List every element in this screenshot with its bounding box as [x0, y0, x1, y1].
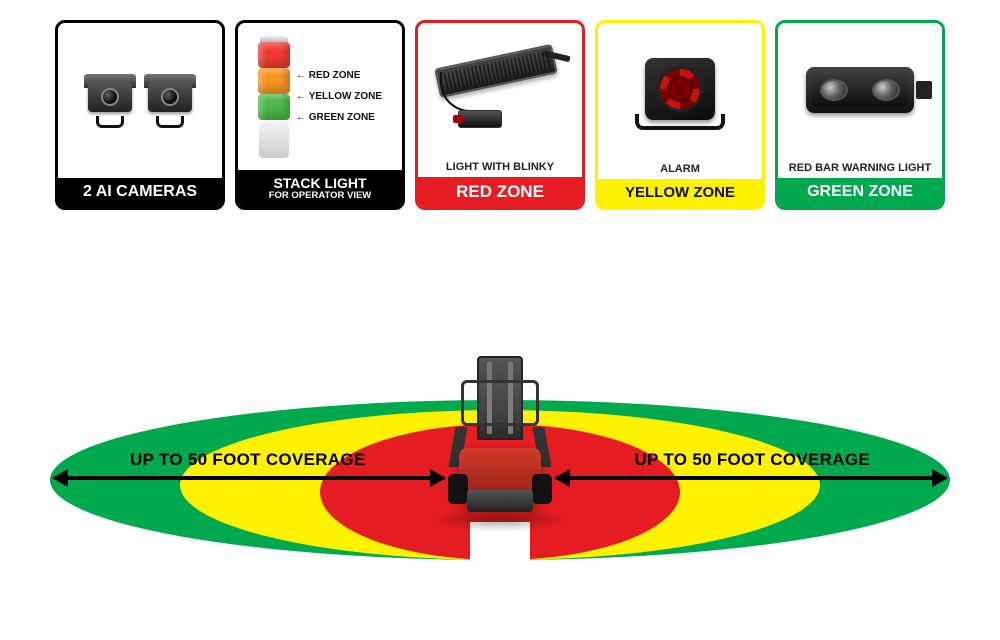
stack-label-red: RED ZONE	[296, 70, 382, 81]
stack-seg-green	[258, 94, 290, 120]
title-text: YELLOW ZONE	[625, 184, 735, 201]
stack-seg-yellow	[258, 68, 290, 94]
panel-caption: RED BAR WARNING LIGHT	[778, 160, 942, 178]
panel-caption: ALARM	[598, 161, 762, 179]
panel-body: RED ZONE YELLOW ZONE GREEN ZONE	[238, 23, 402, 170]
stack-seg-red	[258, 42, 290, 68]
panel-caption: LIGHT WITH BLINKY	[418, 159, 582, 177]
panel-stack-light: RED ZONE YELLOW ZONE GREEN ZONE STACK LI…	[235, 20, 405, 210]
title-text: RED ZONE	[456, 182, 544, 201]
panel-body	[58, 23, 222, 178]
panel-green-zone: RED BAR WARNING LIGHT GREEN ZONE	[775, 20, 945, 210]
panel-yellow-zone: ALARM YELLOW ZONE	[595, 20, 765, 210]
panel-title: STACK LIGHT FOR OPERATOR VIEW	[238, 170, 402, 207]
panel-title: 2 AI CAMERAS	[58, 178, 222, 207]
panel-body	[418, 23, 582, 159]
camera-icon	[82, 72, 138, 130]
coverage-label-right: UP TO 50 FOOT COVERAGE	[634, 450, 870, 470]
warning-light-icon	[800, 63, 920, 121]
camera-pair	[82, 72, 198, 130]
wire-icon	[440, 72, 480, 112]
product-panels: 2 AI CAMERAS RED ZONE YELLOW ZONE GREEN …	[0, 0, 1000, 210]
panel-title: GREEN ZONE	[778, 178, 942, 207]
panel-title: YELLOW ZONE	[598, 179, 762, 207]
coverage-label-left: UP TO 50 FOOT COVERAGE	[130, 450, 366, 470]
title-text: STACK LIGHT	[273, 175, 366, 191]
coverage-diagram: UP TO 50 FOOT COVERAGE UP TO 50 FOOT COV…	[0, 330, 1000, 590]
stack-light-icon: RED ZONE YELLOW ZONE GREEN ZONE	[258, 36, 382, 158]
blinky-icon	[458, 110, 502, 128]
forklift-icon	[440, 356, 560, 526]
subtitle-text: FOR OPERATOR VIEW	[242, 191, 398, 201]
stack-label-green: GREEN ZONE	[296, 112, 382, 123]
title-text: GREEN ZONE	[807, 183, 913, 200]
title-text: 2 AI CAMERAS	[83, 183, 197, 200]
stack-label-yellow: YELLOW ZONE	[296, 91, 382, 102]
panel-title: RED ZONE	[418, 177, 582, 207]
panel-ai-cameras: 2 AI CAMERAS	[55, 20, 225, 210]
panel-red-zone: LIGHT WITH BLINKY RED ZONE	[415, 20, 585, 210]
arrow-right-icon	[556, 476, 946, 480]
camera-icon	[142, 72, 198, 130]
panel-body	[598, 23, 762, 161]
panel-body	[778, 23, 942, 160]
stack-labels: RED ZONE YELLOW ZONE GREEN ZONE	[296, 70, 382, 123]
alarm-icon	[635, 54, 725, 130]
arrow-left-icon	[54, 476, 444, 480]
